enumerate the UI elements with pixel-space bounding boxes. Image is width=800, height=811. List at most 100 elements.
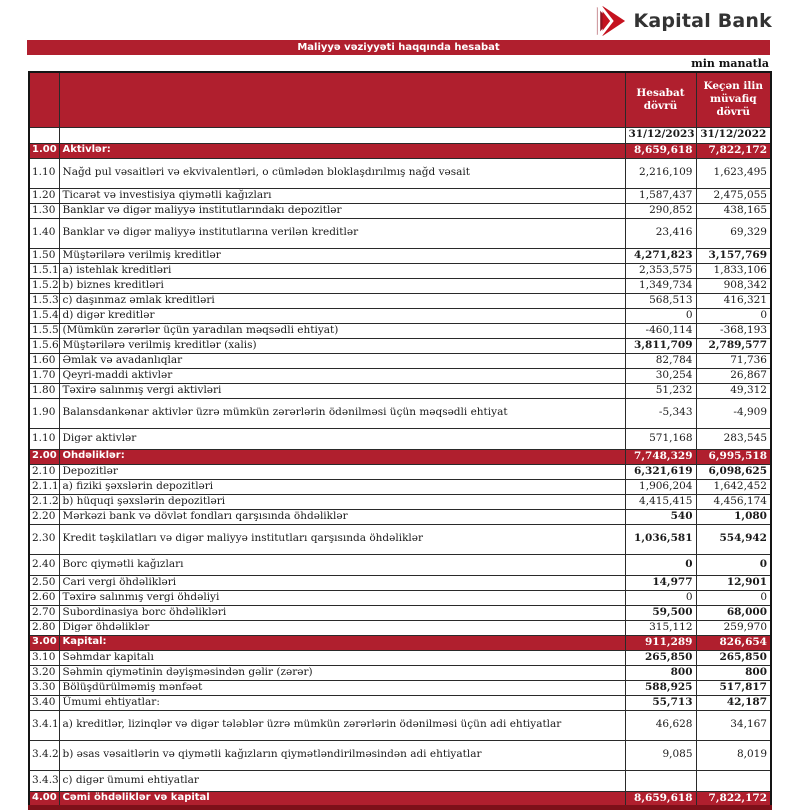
value-previous-period: 42,187	[695, 694, 772, 711]
row-label: Cəmi öhdəliklər və kapital	[58, 790, 626, 808]
table-row: 1.10 Nağd pul vəsaitləri və ekvivalentlər…	[28, 157, 772, 189]
row-number: 1.50	[28, 247, 60, 264]
value-current-period	[624, 769, 697, 792]
value-current-period: 568,513	[624, 292, 697, 309]
table-row: 1.10 Digər aktivlər 571,168 283,545	[28, 427, 772, 450]
row-label: c) daşınmaz əmlak kreditləri	[58, 292, 626, 309]
value-previous-period: 0	[695, 553, 772, 576]
row-label: Borc qiymətli kağızları	[58, 553, 626, 576]
row-label: b) biznes kreditləri	[58, 277, 626, 294]
value-current-period: 0	[624, 553, 697, 576]
value-previous-period: 0	[695, 307, 772, 324]
value-previous-period: 283,545	[695, 427, 772, 450]
row-number: 2.20	[28, 508, 60, 525]
bank-logo-text: Kapital Bank	[633, 10, 772, 32]
financial-position-table: Hesabat dövrü Keçən ilin müvafiq dövrü 3…	[28, 71, 772, 810]
value-current-period: 0	[624, 589, 697, 606]
row-label: Ticarət və investisiya qiymətli kağızlar…	[58, 187, 626, 204]
table-row: 4.00 Cəmi öhdəliklər və kapital 8,659,618 7…	[28, 790, 772, 808]
row-number: 2.80	[28, 619, 60, 636]
table-row: 1.5.4 d) digər kreditlər 0 0	[28, 307, 772, 324]
table-row: 3.4.1 a) kreditlər, lizinqlər və digər tə…	[28, 709, 772, 741]
row-label: Müştərilərə verilmiş kreditlər (xalis)	[58, 337, 626, 354]
value-previous-period: 3,157,769	[695, 247, 772, 264]
row-number: 2.40	[28, 553, 60, 576]
value-previous-period: 265,850	[695, 649, 772, 666]
row-number: 2.60	[28, 589, 60, 606]
value-current-period: 3,811,709	[624, 337, 697, 354]
table-row: 3.10 Səhmdar kapitalı 265,850 265,850	[28, 649, 772, 666]
value-previous-period: -4,909	[695, 397, 772, 429]
table-row: 1.50 Müştərilərə verilmiş kreditlər 4,271,…	[28, 247, 772, 264]
value-current-period: 4,271,823	[624, 247, 697, 264]
row-label: c) digər ümumi ehtiyatlar	[58, 769, 626, 792]
value-previous-period: 1,833,106	[695, 262, 772, 279]
row-label: Depozitlər	[58, 463, 626, 480]
table-row: 1.5.5 (Mümkün zərərlər üçün yaradılan məq…	[28, 322, 772, 339]
value-previous-period: 2,475,055	[695, 187, 772, 204]
row-number: 2.50	[28, 574, 60, 591]
row-number: 1.80	[28, 382, 60, 399]
value-previous-period: 6,098,625	[695, 463, 772, 480]
table-row: 3.00 Kapital: 911,289 826,654	[28, 634, 772, 651]
date-current-period: 31/12/2023	[624, 126, 697, 144]
row-label: Digər aktivlər	[58, 427, 626, 450]
row-number: 1.40	[28, 217, 60, 249]
row-number: 3.4.2	[28, 739, 60, 771]
row-number: 1.30	[28, 202, 60, 219]
value-current-period: 30,254	[624, 367, 697, 384]
value-previous-period: 49,312	[695, 382, 772, 399]
value-current-period: 1,906,204	[624, 478, 697, 495]
value-previous-period: 34,167	[695, 709, 772, 741]
row-number: 4.00	[28, 790, 60, 808]
row-label: Təxirə salınmış vergi aktivləri	[58, 382, 626, 399]
row-label: a) fiziki şəxslərin depozitləri	[58, 478, 626, 495]
row-number: 3.20	[28, 664, 60, 681]
row-number: 1.20	[28, 187, 60, 204]
table-row: 1.30 Banklar və digər maliyyə institutlar…	[28, 202, 772, 219]
row-number: 3.30	[28, 679, 60, 696]
row-label: Səhmin qiymətinin dəyişməsindən gəlir (z…	[58, 664, 626, 681]
row-label: Təxirə salınmış vergi öhdəliyi	[58, 589, 626, 606]
row-number: 1.10	[28, 427, 60, 450]
value-previous-period: 68,000	[695, 604, 772, 621]
value-previous-period: 1,080	[695, 508, 772, 525]
row-label: Balansdankənar aktivlər üzrə mümkün zərə…	[58, 397, 626, 429]
table-row: 2.00 Öhdəliklər: 7,748,329 6,995,518	[28, 448, 772, 465]
value-previous-period: 438,165	[695, 202, 772, 219]
table-row: 1.40 Banklar və digər maliyyə institutlar…	[28, 217, 772, 249]
value-previous-period: 69,329	[695, 217, 772, 249]
date-previous-period: 31/12/2022	[695, 126, 772, 144]
table-row: 3.20 Səhmin qiymətinin dəyişməsindən gəli…	[28, 664, 772, 681]
value-previous-period: 826,654	[695, 634, 772, 651]
row-label: Müştərilərə verilmiş kreditlər	[58, 247, 626, 264]
value-current-period: 14,977	[624, 574, 697, 591]
row-number: 2.70	[28, 604, 60, 621]
value-previous-period: 6,995,518	[695, 448, 772, 465]
row-number: 2.10	[28, 463, 60, 480]
row-number: 3.00	[28, 634, 60, 651]
value-previous-period: 800	[695, 664, 772, 681]
table-row: 1.70 Qeyri-maddi aktivlər 30,254 26,867	[28, 367, 772, 384]
table-row: 2.30 Kredit təşkilatları və digər maliyyə…	[28, 523, 772, 555]
table-row: 2.50 Cari vergi öhdəlikləri 14,977 12,901	[28, 574, 772, 591]
value-previous-period: 908,342	[695, 277, 772, 294]
col-header-previous-period: Keçən ilin müvafiq dövrü	[695, 71, 772, 128]
row-number: 2.00	[28, 448, 60, 465]
row-number: 3.40	[28, 694, 60, 711]
table-row: 1.5.3 c) daşınmaz əmlak kreditləri 568,513…	[28, 292, 772, 309]
value-previous-period: 2,789,577	[695, 337, 772, 354]
row-label: b) hüquqi şəxslərin depozitləri	[58, 493, 626, 510]
table-row: 2.40 Borc qiymətli kağızları 0 0	[28, 553, 772, 576]
table-row: 2.70 Subordinasiya borc öhdəlikləri 59,500…	[28, 604, 772, 621]
value-current-period: 55,713	[624, 694, 697, 711]
row-label: a) kreditlər, lizinqlər və digər tələblə…	[58, 709, 626, 741]
row-number: 1.5.5	[28, 322, 60, 339]
value-current-period: 315,112	[624, 619, 697, 636]
row-number: 2.1.2	[28, 493, 60, 510]
value-current-period: 1,587,437	[624, 187, 697, 204]
row-label: Öhdəliklər:	[58, 448, 626, 465]
value-previous-period: 12,901	[695, 574, 772, 591]
row-label: Mərkəzi bank və dövlət fondları qarşısın…	[58, 508, 626, 525]
value-current-period: 1,349,734	[624, 277, 697, 294]
